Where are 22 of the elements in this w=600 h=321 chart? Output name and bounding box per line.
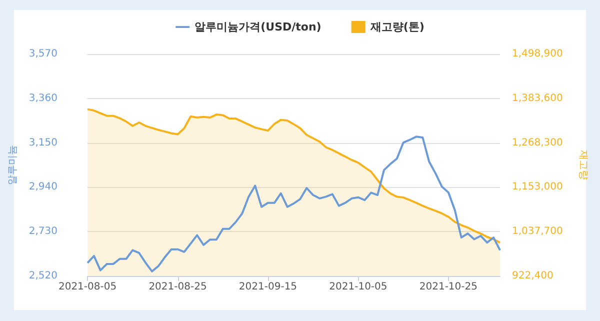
y-tick-label: 3,570 (28, 48, 58, 60)
y-tick-label: 3,150 (28, 137, 58, 148)
y-tick-label: 2,940 (28, 182, 58, 193)
x-tick-label: 2021-10-25 (419, 282, 478, 292)
y-tick-label: 3,360 (28, 92, 58, 104)
y-axis-title: 알루미늄 (8, 145, 18, 185)
legend-label: 알루미늄가격(USD/ton) (194, 20, 322, 34)
y2-tick-label: 1,037,700 (512, 226, 563, 238)
x-tick-label: 2021-08-25 (148, 282, 207, 292)
y2-tick-label: 1,498,900 (512, 48, 563, 60)
legend-label: 재고량(톤) (369, 20, 424, 34)
x-tick-label: 2021-10-05 (329, 282, 388, 292)
y2-axis-title: 재고량 (578, 150, 588, 180)
y2-tick-label: 1,153,000 (512, 182, 563, 193)
y-tick-label: 2,520 (28, 270, 58, 282)
x-tick-label: 2021-08-05 (58, 282, 117, 292)
y2-tick-label: 1,383,600 (512, 92, 563, 104)
y2-tick-label: 1,268,300 (512, 137, 563, 148)
line-series (86, 136, 501, 272)
x-tick-label: 2021-09-15 (238, 282, 298, 292)
y2-tick-label: 922,400 (512, 270, 554, 282)
y-tick-label: 2,730 (28, 226, 58, 238)
